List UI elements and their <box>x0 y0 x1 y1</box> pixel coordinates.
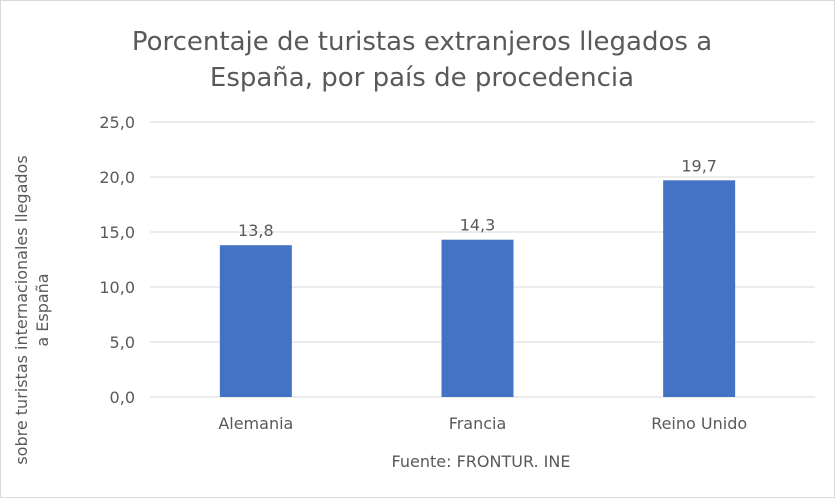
x-axis-label: Fuente: FRONTUR. INE <box>392 452 571 471</box>
data-label: 14,3 <box>460 216 496 235</box>
y-tick-label: 5,0 <box>110 333 135 352</box>
chart-title-line-2: España, por país de procedencia <box>210 63 634 93</box>
bar <box>663 180 736 397</box>
chart-title-line-1: Porcentaje de turistas extranjeros llega… <box>132 27 712 57</box>
x-tick-label: Francia <box>449 414 507 433</box>
bar <box>441 239 514 397</box>
y-tick-label: 10,0 <box>99 278 135 297</box>
y-axis-label-line-2: a España <box>33 273 52 346</box>
x-tick-label: Reino Unido <box>651 414 747 433</box>
y-tick-label: 0,0 <box>110 388 135 407</box>
y-tick-label: 15,0 <box>99 223 135 242</box>
x-tick-label: Alemania <box>218 414 293 433</box>
y-tick-label: 25,0 <box>99 113 135 132</box>
data-label: 19,7 <box>681 156 717 175</box>
bar <box>219 245 292 397</box>
y-tick-label: 20,0 <box>99 168 135 187</box>
y-axis-label-line-1: sobre turistas internacionales llegados <box>12 155 31 464</box>
data-label: 13,8 <box>238 221 274 240</box>
